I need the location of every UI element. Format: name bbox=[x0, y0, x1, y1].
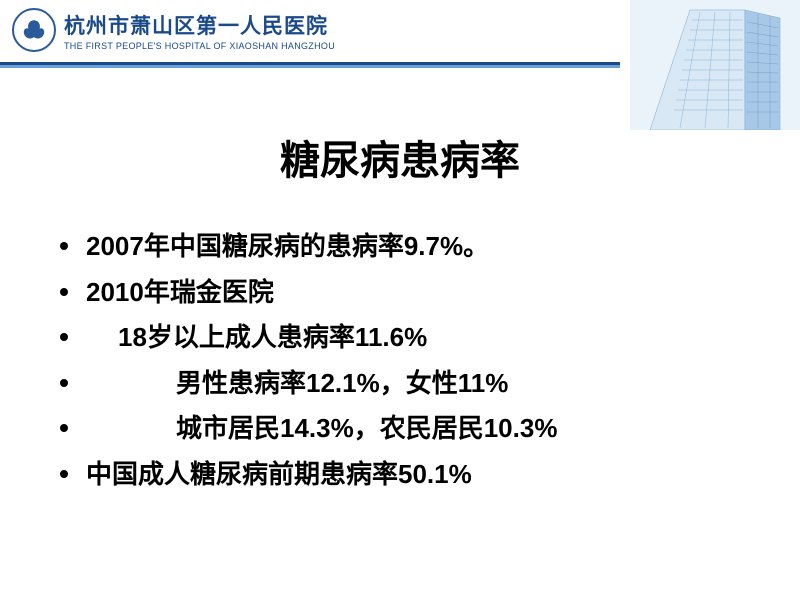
bullet-marker-icon bbox=[60, 242, 68, 250]
slide-content: 糖尿病患病率 2007年中国糖尿病的患病率9.7%。2010年瑞金医院18岁以上… bbox=[0, 78, 800, 497]
hospital-name-block: 杭州市萧山区第一人民医院 THE FIRST PEOPLE'S HOSPITAL… bbox=[64, 10, 335, 51]
list-item: 城市居民14.3%，农民居民10.3% bbox=[60, 406, 740, 452]
bullet-marker-icon bbox=[60, 470, 68, 478]
hospital-name-cn: 杭州市萧山区第一人民医院 bbox=[64, 10, 335, 40]
list-item-text: 城市居民14.3%，农民居民10.3% bbox=[86, 406, 557, 452]
list-item-text: 2007年中国糖尿病的患病率9.7%。 bbox=[86, 224, 489, 270]
building-illustration bbox=[630, 0, 800, 130]
list-item-text: 18岁以上成人患病率11.6% bbox=[86, 315, 427, 361]
list-item: 男性患病率12.1%，女性11% bbox=[60, 361, 740, 407]
list-item: 中国成人糖尿病前期患病率50.1% bbox=[60, 452, 740, 498]
bullet-marker-icon bbox=[60, 424, 68, 432]
bullet-marker-icon bbox=[60, 288, 68, 296]
slide-header: 杭州市萧山区第一人民医院 THE FIRST PEOPLE'S HOSPITAL… bbox=[0, 0, 800, 78]
list-item: 2010年瑞金医院 bbox=[60, 270, 740, 316]
bullet-list: 2007年中国糖尿病的患病率9.7%。2010年瑞金医院18岁以上成人患病率11… bbox=[60, 224, 740, 497]
bullet-marker-icon bbox=[60, 333, 68, 341]
list-item-text: 男性患病率12.1%，女性11% bbox=[86, 361, 508, 407]
header-divider bbox=[0, 62, 620, 68]
hospital-logo-icon bbox=[12, 8, 56, 52]
list-item-text: 2010年瑞金医院 bbox=[86, 270, 274, 316]
logo-area: 杭州市萧山区第一人民医院 THE FIRST PEOPLE'S HOSPITAL… bbox=[12, 8, 335, 52]
list-item: 18岁以上成人患病率11.6% bbox=[60, 315, 740, 361]
bullet-marker-icon bbox=[60, 379, 68, 387]
list-item: 2007年中国糖尿病的患病率9.7%。 bbox=[60, 224, 740, 270]
slide-title: 糖尿病患病率 bbox=[60, 128, 740, 186]
hospital-name-en: THE FIRST PEOPLE'S HOSPITAL OF XIAOSHAN … bbox=[64, 41, 335, 51]
list-item-text: 中国成人糖尿病前期患病率50.1% bbox=[86, 452, 472, 498]
